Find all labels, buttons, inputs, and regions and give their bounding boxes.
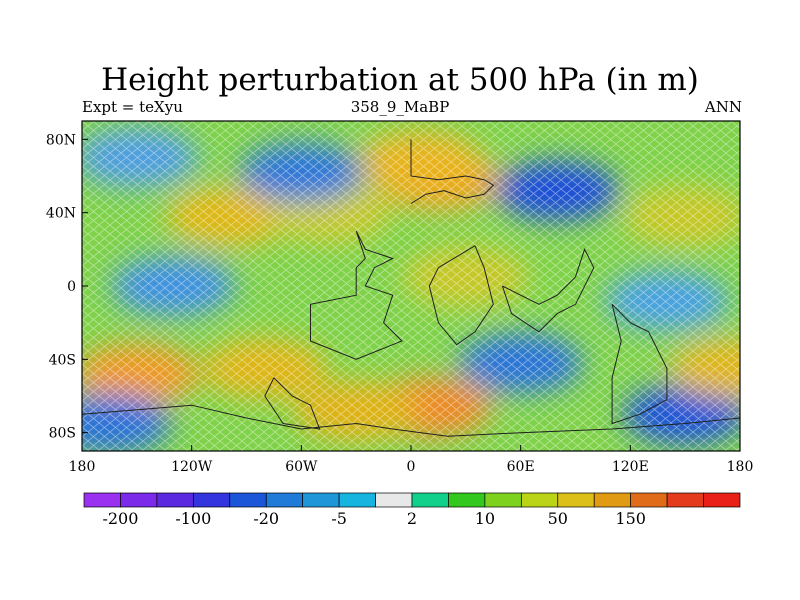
colorbar-swatch	[411, 492, 449, 508]
colorbar-swatch	[83, 492, 121, 508]
x-tick-label: 180	[69, 459, 96, 475]
colorbar-label: 50	[548, 509, 568, 528]
experiment-label: Expt = teXyu	[82, 98, 183, 116]
colorbar-swatch	[229, 492, 267, 508]
colorbar-swatch	[120, 492, 158, 508]
colorbar-label: 10	[475, 509, 495, 528]
page-title: Height perturbation at 500 hPa (in m)	[101, 62, 699, 98]
coastline	[501, 247, 595, 333]
colorbar-swatch	[265, 492, 304, 508]
y-tick-label: 40S	[49, 352, 76, 368]
y-tick-label: 80S	[49, 426, 76, 442]
x-tick-label: 180	[727, 459, 754, 475]
coastline	[410, 139, 495, 204]
x-tick-label: 0	[407, 459, 416, 475]
colorbar-swatch	[302, 492, 340, 508]
y-tick-label: 80N	[46, 132, 76, 148]
colorbar-swatch	[703, 492, 741, 508]
coastline	[428, 245, 494, 346]
coastline	[611, 303, 668, 425]
period-label: 358_9_MaBP	[350, 98, 450, 116]
x-tick-label: 60W	[285, 459, 318, 475]
x-tick-label: 60E	[507, 459, 535, 475]
colorbar-swatch	[557, 492, 595, 508]
colorbar-swatch	[484, 492, 522, 508]
colorbar-swatch	[630, 492, 668, 508]
colorbar-swatch	[520, 492, 559, 508]
x-tick-label: 120W	[171, 459, 213, 475]
colorbar-swatch	[156, 492, 194, 508]
colorbar-swatch	[192, 492, 231, 508]
y-tick-label: 40N	[46, 206, 76, 222]
colorbar-label: -200	[102, 509, 138, 528]
coastline	[82, 404, 740, 437]
coastline	[264, 377, 321, 430]
colorbar-swatch	[666, 492, 704, 508]
y-tick-label: 0	[67, 279, 76, 295]
coastline	[310, 230, 403, 360]
x-tick-label: 120E	[612, 459, 649, 475]
colorbar-swatch	[338, 492, 376, 508]
colorbar-label: -20	[253, 509, 279, 528]
colorbar-swatch	[448, 492, 486, 508]
colorbar-label: 2	[407, 509, 417, 528]
season-label: ANN	[704, 98, 742, 116]
colorbar-label: 150	[615, 509, 646, 528]
colorbar-label: -100	[175, 509, 211, 528]
colorbar-swatch	[593, 492, 632, 508]
colorbar-swatch	[375, 492, 413, 508]
colorbar-label: -5	[331, 509, 347, 528]
